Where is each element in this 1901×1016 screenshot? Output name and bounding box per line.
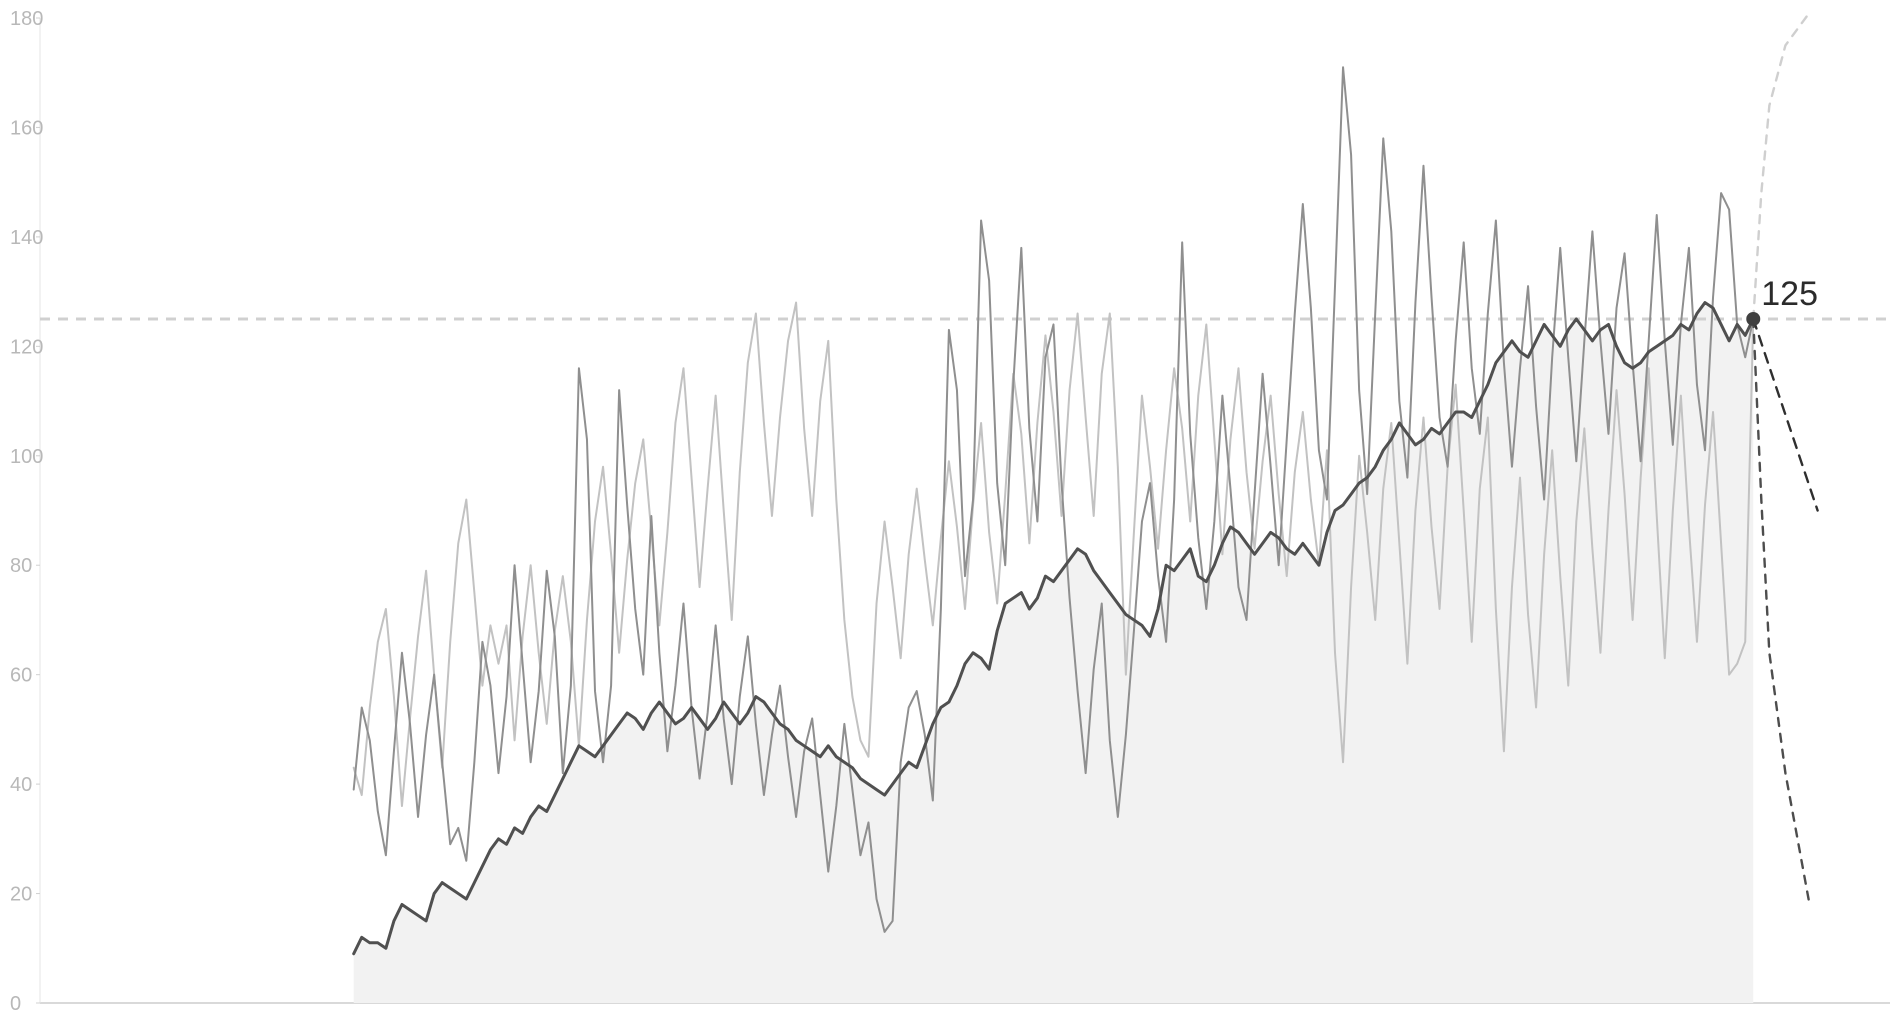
annotation-layer: 125 [1746, 275, 1818, 326]
y-tick-label: 180 [10, 8, 43, 30]
y-tick-label: 60 [10, 665, 32, 687]
rolling-average-area [353, 302, 1754, 1003]
forecast-lower-line [1752, 317, 1811, 906]
rolling-average-line [352, 301, 1755, 956]
light-daily-line [352, 301, 1755, 807]
y-tick-label: 20 [10, 884, 32, 906]
current-value-label: 125 [1761, 275, 1818, 313]
y-tick-label: 120 [10, 336, 43, 358]
current-value-marker [1746, 311, 1761, 326]
forecast-upper-line [1752, 11, 1811, 321]
area-layer [40, 302, 1890, 1003]
y-tick-label: 140 [10, 227, 43, 249]
y-tick-label: 0 [10, 993, 21, 1015]
y-tick-label: 100 [10, 446, 43, 468]
y-tick-label: 80 [10, 555, 32, 577]
series-layer [352, 11, 1819, 956]
y-tick-label: 40 [10, 774, 32, 796]
forecast-center-line [1752, 317, 1819, 512]
y-tick-label: 160 [10, 117, 43, 139]
dark-daily-line [352, 66, 1755, 933]
